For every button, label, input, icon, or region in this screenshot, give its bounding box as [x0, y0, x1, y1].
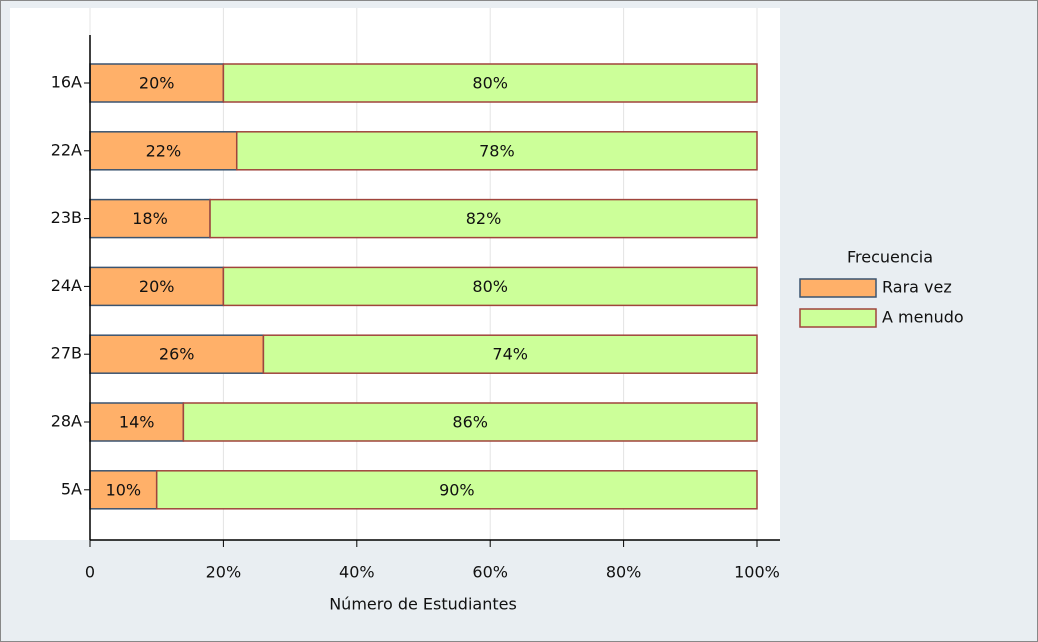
bar-segment: [182, 402, 758, 442]
bar-segment: [222, 266, 758, 307]
bar-segment: [235, 131, 758, 171]
bar-segment: [89, 470, 158, 510]
data-label: 20%: [139, 74, 175, 93]
data-label: 18%: [132, 209, 168, 228]
data-label: 80%: [472, 277, 508, 296]
data-label: 86%: [452, 413, 488, 432]
data-label: 78%: [479, 141, 515, 160]
x-tick-label: 0: [85, 563, 95, 582]
data-label: 10%: [106, 480, 142, 499]
x-tick-label: 40%: [339, 563, 375, 582]
y-tick-label: 24A: [51, 276, 82, 295]
data-label: 22%: [146, 141, 182, 160]
x-tick-label: 80%: [606, 563, 642, 582]
bar-segment: [89, 63, 225, 103]
x-tick-label: 60%: [472, 563, 508, 582]
data-label: 26%: [159, 345, 195, 364]
bar-segment: [89, 266, 225, 307]
legend-label: A menudo: [882, 308, 964, 327]
bar-segment: [209, 198, 758, 239]
y-tick-label: 5A: [61, 479, 82, 498]
bar-segment: [155, 470, 758, 510]
bar-segment: [89, 402, 185, 442]
legend-swatch: [799, 278, 877, 298]
data-label: 74%: [492, 345, 528, 364]
data-label: 20%: [139, 277, 175, 296]
legend-swatch: [799, 308, 877, 328]
y-tick-label: 16A: [51, 73, 82, 92]
bar-segment: [89, 334, 265, 374]
x-axis-label: Número de Estudiantes: [329, 595, 517, 614]
legend-title: Frecuencia: [847, 248, 933, 267]
y-tick-label: 27B: [51, 344, 82, 363]
x-tick-label: 20%: [206, 563, 242, 582]
bar-segment: [222, 63, 758, 103]
legend-label: Rara vez: [882, 278, 952, 297]
data-label: 80%: [472, 74, 508, 93]
bar-segment: [262, 334, 758, 374]
data-label: 82%: [466, 209, 502, 228]
y-tick-label: 22A: [51, 140, 82, 159]
bar-segment: [89, 198, 211, 239]
data-label: 90%: [439, 480, 475, 499]
y-tick-label: 23B: [51, 208, 82, 227]
data-label: 14%: [119, 413, 155, 432]
y-tick-label: 28A: [51, 412, 82, 431]
x-tick-label: 100%: [734, 563, 780, 582]
